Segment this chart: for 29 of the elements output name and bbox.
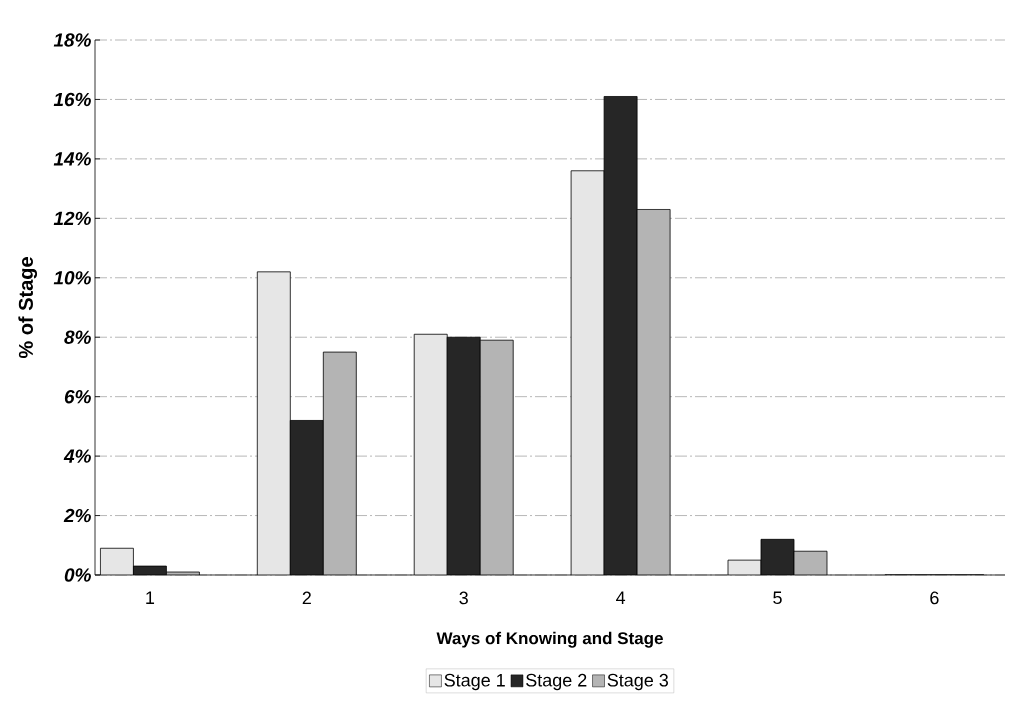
bar bbox=[447, 337, 481, 575]
y-tick-label: 6% bbox=[64, 389, 91, 404]
x-tick-label: 2 bbox=[302, 591, 311, 605]
bar bbox=[257, 271, 291, 575]
x-tick-label: 4 bbox=[616, 591, 626, 604]
y-tick-label: 10% bbox=[53, 271, 91, 285]
x-tick-label: 3 bbox=[459, 591, 468, 605]
bar bbox=[290, 420, 324, 575]
y-tick-label: 14% bbox=[53, 152, 91, 166]
y-tick-label: 4% bbox=[63, 449, 91, 463]
legend-label: Stage 3 bbox=[607, 673, 669, 691]
bar bbox=[414, 334, 448, 575]
y-tick-label: 0% bbox=[64, 568, 91, 582]
bar bbox=[100, 548, 134, 575]
bar bbox=[761, 539, 794, 575]
y-tick-label: 16% bbox=[53, 92, 91, 107]
legend-label: Stage 2 bbox=[526, 673, 587, 691]
y-tick-label: 2% bbox=[63, 508, 91, 523]
y-axis-title: % of Stage bbox=[18, 257, 38, 359]
y-tick-label: 18% bbox=[53, 33, 91, 47]
x-tick-label: 1 bbox=[146, 591, 155, 604]
bar bbox=[604, 96, 638, 575]
x-tick-label: 6 bbox=[930, 591, 939, 605]
x-tick-label: 5 bbox=[773, 591, 782, 605]
y-tick-label: 12% bbox=[53, 211, 91, 226]
legend-label: Stage 1 bbox=[444, 673, 505, 691]
x-axis-title: Ways of Knowing and Stage bbox=[436, 631, 663, 648]
y-tick-label: 8% bbox=[64, 330, 91, 344]
bar bbox=[571, 170, 605, 575]
